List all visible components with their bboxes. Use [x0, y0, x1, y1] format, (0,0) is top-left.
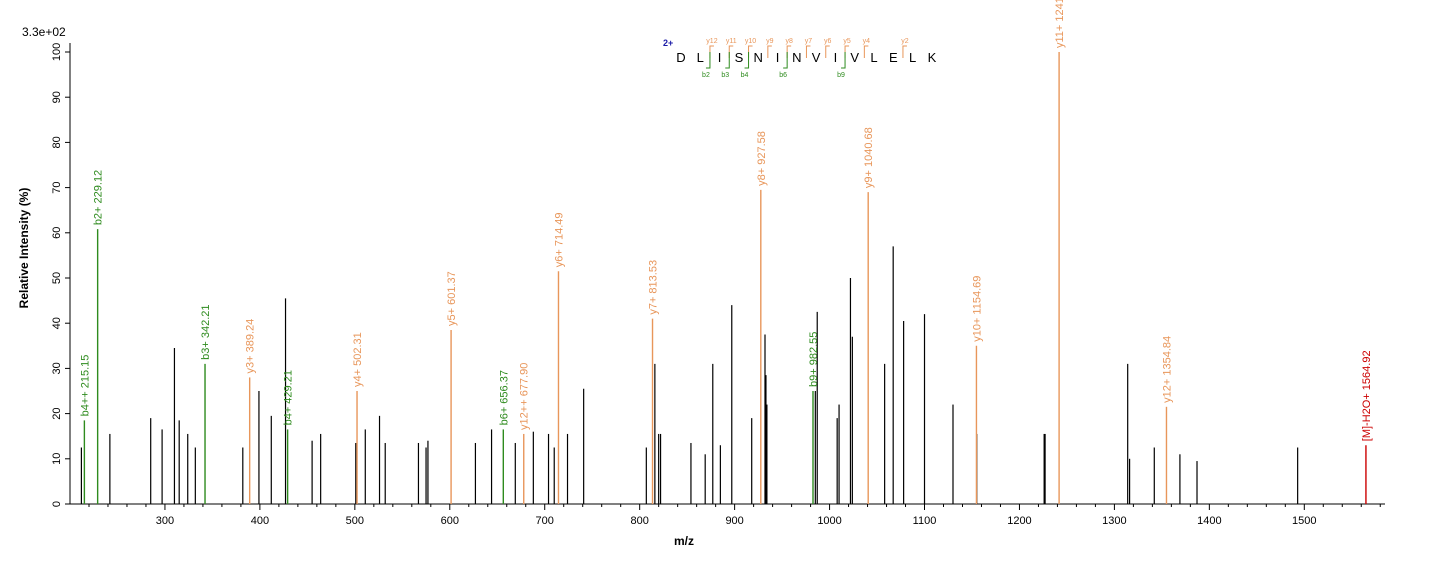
- y-tick-label: 20: [51, 407, 63, 419]
- y-tick-label: 60: [51, 227, 63, 239]
- peak-labels: b4++ 215.15 b2+ 229.12 b3+ 342.21 y3+ 389.2…: [79, 0, 1373, 441]
- sequence-residue: L: [909, 50, 916, 65]
- y-tick-label: 30: [51, 362, 63, 374]
- peak-label: b6+ 656.37: [498, 370, 510, 425]
- y-tick-label: 50: [51, 272, 63, 284]
- peak-label: [M]-H2O+ 1564.92: [1361, 350, 1373, 441]
- b-fragment-marker: [783, 52, 788, 69]
- x-tick-label: 900: [725, 515, 743, 527]
- x-tick-label: 1300: [1102, 515, 1126, 527]
- y-tick-label: 80: [51, 136, 63, 148]
- x-tick-label: 300: [156, 515, 174, 527]
- y-fragment-label: y12: [706, 38, 717, 45]
- y-tick-label: 100: [51, 43, 63, 61]
- x-tick-label: 1400: [1197, 515, 1221, 527]
- y-fragment-marker: [786, 45, 792, 58]
- peptide-charge: 2+: [663, 38, 673, 48]
- sequence-residue: K: [928, 50, 937, 65]
- peak-label: b3+ 342.21: [200, 305, 212, 360]
- x-tick-label: 1000: [817, 515, 841, 527]
- y-fragment-marker: [902, 45, 907, 58]
- y-tick-label: 0: [51, 501, 63, 507]
- y-tick-label: 40: [51, 317, 63, 329]
- x-ticks: 300 400 500 600 700 800 900 1000 1100 1200 1300 140…: [88, 504, 1381, 527]
- peak-label: y11+ 1241.75: [1054, 0, 1066, 48]
- b-fragment-label: b4: [741, 72, 749, 79]
- y-fragment-marker: [863, 45, 869, 58]
- x-tick-label: 1200: [1007, 515, 1031, 527]
- peak-label: y7+ 813.53: [648, 260, 660, 315]
- sequence-residue: V: [850, 50, 859, 65]
- y-fragment-label: y11: [726, 38, 737, 45]
- x-tick-label: 700: [536, 515, 554, 527]
- intensity-scale-label: 3.3e+02: [22, 25, 66, 39]
- sequence-residue: E: [889, 50, 898, 65]
- sequence-residue: I: [776, 50, 780, 65]
- b-fragment-marker: [841, 52, 846, 69]
- peak-label: y8+ 927.58: [756, 131, 768, 186]
- x-tick-label: 600: [441, 515, 459, 527]
- axes: [69, 43, 1385, 505]
- b-fragment-label: b2: [702, 72, 710, 79]
- b-fragment-label: b6: [779, 72, 787, 79]
- peak-label: b4++ 215.15: [79, 355, 91, 417]
- y-tick-label: 70: [51, 181, 63, 193]
- b-fragment-label: b3: [721, 72, 729, 79]
- peak-label: y12++ 677.90: [519, 363, 531, 430]
- peaks: [80, 52, 1367, 504]
- x-tick-label: 400: [251, 515, 269, 527]
- b-fragment-marker: [705, 52, 711, 69]
- peak-label: b9+ 982.55: [808, 332, 820, 387]
- x-tick-label: 1100: [913, 515, 937, 527]
- peak-label: y10+ 1154.69: [971, 276, 983, 342]
- peak-label: y6+ 714.49: [553, 212, 565, 267]
- y-axis-title: Relative Intensity (%): [17, 188, 31, 309]
- y-fragment-marker: [728, 45, 734, 58]
- sequence-residue: V: [812, 50, 821, 65]
- sequence-residue: L: [697, 50, 704, 65]
- peak-label: y3+ 389.24: [245, 319, 257, 374]
- y-fragment-marker: [767, 45, 772, 58]
- y-fragment-marker: [709, 45, 714, 58]
- y-tick-label: 90: [51, 91, 63, 103]
- x-axis-title: m/z: [674, 534, 694, 548]
- y-fragment-label: y8: [785, 38, 793, 45]
- y-fragment-label: y7: [805, 38, 813, 45]
- y-fragment-label: y9: [766, 38, 774, 45]
- x-tick-label: 500: [346, 515, 364, 527]
- sequence-residue: L: [870, 50, 877, 65]
- y-fragment-label: y10: [745, 38, 756, 45]
- y-ticks: 0 10 20 30 40 50 60 70 80 90 100: [51, 43, 70, 507]
- peak-label: y4+ 502.31: [352, 332, 364, 387]
- peak-label: y12+ 1354.84: [1161, 336, 1173, 403]
- peak-label: y9+ 1040.68: [863, 127, 875, 188]
- x-tick-label: 800: [630, 515, 648, 527]
- y-fragment-label: y4: [863, 38, 871, 45]
- y-fragment-marker: [748, 45, 753, 58]
- peak-label: b4+ 429.21: [283, 370, 295, 425]
- y-fragment-label: y5: [843, 38, 851, 45]
- sequence-residue: N: [754, 50, 763, 65]
- y-fragment-label: y2: [901, 38, 909, 45]
- sequence-residue: I: [718, 50, 722, 65]
- y-fragment-marker: [844, 45, 850, 58]
- peak-label: y5+ 601.37: [446, 271, 458, 326]
- sequence-residue: D: [676, 50, 685, 65]
- peak-label: b2+ 229.12: [93, 170, 105, 225]
- b-fragment-label: b9: [837, 72, 845, 79]
- b-fragment-marker: [744, 52, 750, 69]
- x-tick-label: 1500: [1292, 515, 1316, 527]
- y-tick-label: 10: [51, 453, 63, 465]
- y-fragment-label: y6: [824, 38, 832, 45]
- b-fragment-marker: [725, 52, 730, 69]
- sequence-residue: S: [735, 50, 744, 65]
- y-fragment-marker: [805, 45, 811, 58]
- sequence-residue: N: [792, 50, 801, 65]
- sequence-residue: I: [834, 50, 838, 65]
- y-fragment-marker: [825, 45, 830, 58]
